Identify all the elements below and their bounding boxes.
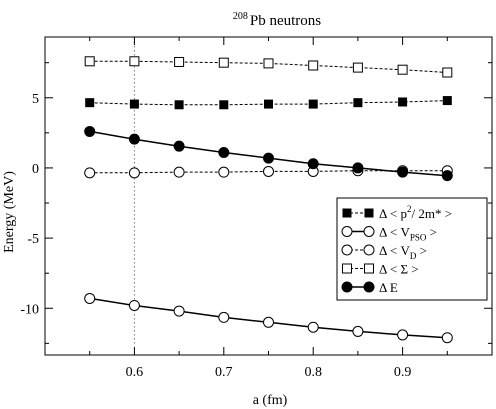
x-tick-label: 0.9 [394, 365, 412, 380]
data-point-series-0 [219, 100, 229, 110]
data-point-series-4 [352, 162, 364, 174]
data-point-series-4 [128, 133, 140, 145]
data-point-series-3 [442, 67, 453, 78]
data-point-series-3 [84, 56, 95, 67]
data-point-series-0 [85, 98, 95, 108]
legend-entry-1: Δ < VPSO > [379, 225, 437, 243]
data-point-series-3 [129, 56, 140, 67]
data-point-series-2 [84, 167, 96, 179]
y-tick-label: -5 [27, 232, 39, 247]
chart-title: 208 Pb neutrons [233, 11, 321, 29]
data-point-series-1 [441, 332, 453, 344]
legend-marker-1 [363, 226, 375, 237]
data-point-series-3 [397, 64, 408, 75]
legend-box [336, 197, 488, 301]
legend-marker-3 [364, 263, 374, 274]
y-tick-label: 5 [32, 92, 39, 107]
x-tick-label: 0.6 [126, 365, 144, 380]
y-axis-label: Energy (MeV) [2, 171, 17, 253]
legend-marker-1 [341, 226, 353, 237]
data-point-series-4 [84, 125, 96, 137]
legend-entry-4: Δ E [379, 280, 398, 295]
legend-marker-4 [363, 281, 375, 293]
data-point-series-2 [128, 167, 140, 179]
legend-marker-0 [342, 208, 352, 218]
data-point-series-0 [129, 99, 139, 109]
data-point-series-2 [218, 166, 230, 178]
legend-marker-0 [364, 208, 374, 218]
data-point-series-1 [397, 329, 409, 341]
data-point-series-1 [352, 325, 364, 337]
data-point-series-0 [398, 97, 408, 107]
data-point-series-4 [397, 166, 409, 178]
data-point-series-3 [218, 57, 229, 68]
data-point-series-3 [174, 56, 185, 67]
y-tick-label: -10 [20, 302, 39, 317]
data-point-series-4 [263, 152, 274, 164]
legend-marker-3 [342, 263, 352, 274]
data-point-series-4 [218, 146, 230, 158]
data-point-series-0 [308, 99, 318, 109]
x-tick-label: 0.7 [215, 365, 233, 380]
x-axis-label: a (fm) [253, 393, 288, 408]
legend-marker-2 [341, 244, 353, 256]
data-point-series-0 [353, 98, 363, 108]
data-point-series-2 [263, 165, 274, 177]
chart-title-superscript: 208 [233, 11, 248, 22]
data-point-series-3 [308, 60, 319, 71]
data-point-series-3 [263, 58, 274, 69]
data-point-series-1 [128, 299, 140, 311]
y-tick-label: 0 [32, 162, 39, 177]
data-point-series-1 [263, 316, 274, 328]
data-point-series-1 [307, 321, 319, 333]
data-point-series-3 [352, 62, 363, 73]
plot-frame [44, 36, 493, 356]
legend-marker-2 [363, 244, 375, 256]
data-point-series-0 [264, 99, 273, 109]
x-tick-label: 0.8 [304, 365, 322, 380]
data-point-series-0 [442, 96, 452, 106]
plot-area: 0.6 0.7 0.8 0.9 5 0 -5 -10 [20, 36, 493, 380]
data-point-series-0 [174, 100, 184, 110]
legend-entry-2: Δ < VD > [379, 243, 427, 261]
data-point-series-1 [173, 305, 185, 317]
legend-entry-0: Δ < p2/ 2m* > [379, 204, 452, 221]
legend-entry-3: Δ < Σ > [379, 262, 419, 277]
data-point-series-2 [173, 166, 185, 178]
data-point-series-4 [307, 158, 319, 170]
chart-title-main: Pb neutrons [250, 13, 321, 29]
data-point-series-1 [218, 311, 230, 323]
data-point-series-1 [84, 292, 96, 304]
legend-marker-4 [341, 281, 353, 293]
data-point-series-4 [173, 140, 185, 152]
data-point-series-4 [441, 170, 453, 182]
legend: Δ < p2/ 2m* > Δ < VPSO >Δ < VD >Δ < Σ > Δ … [336, 197, 488, 301]
